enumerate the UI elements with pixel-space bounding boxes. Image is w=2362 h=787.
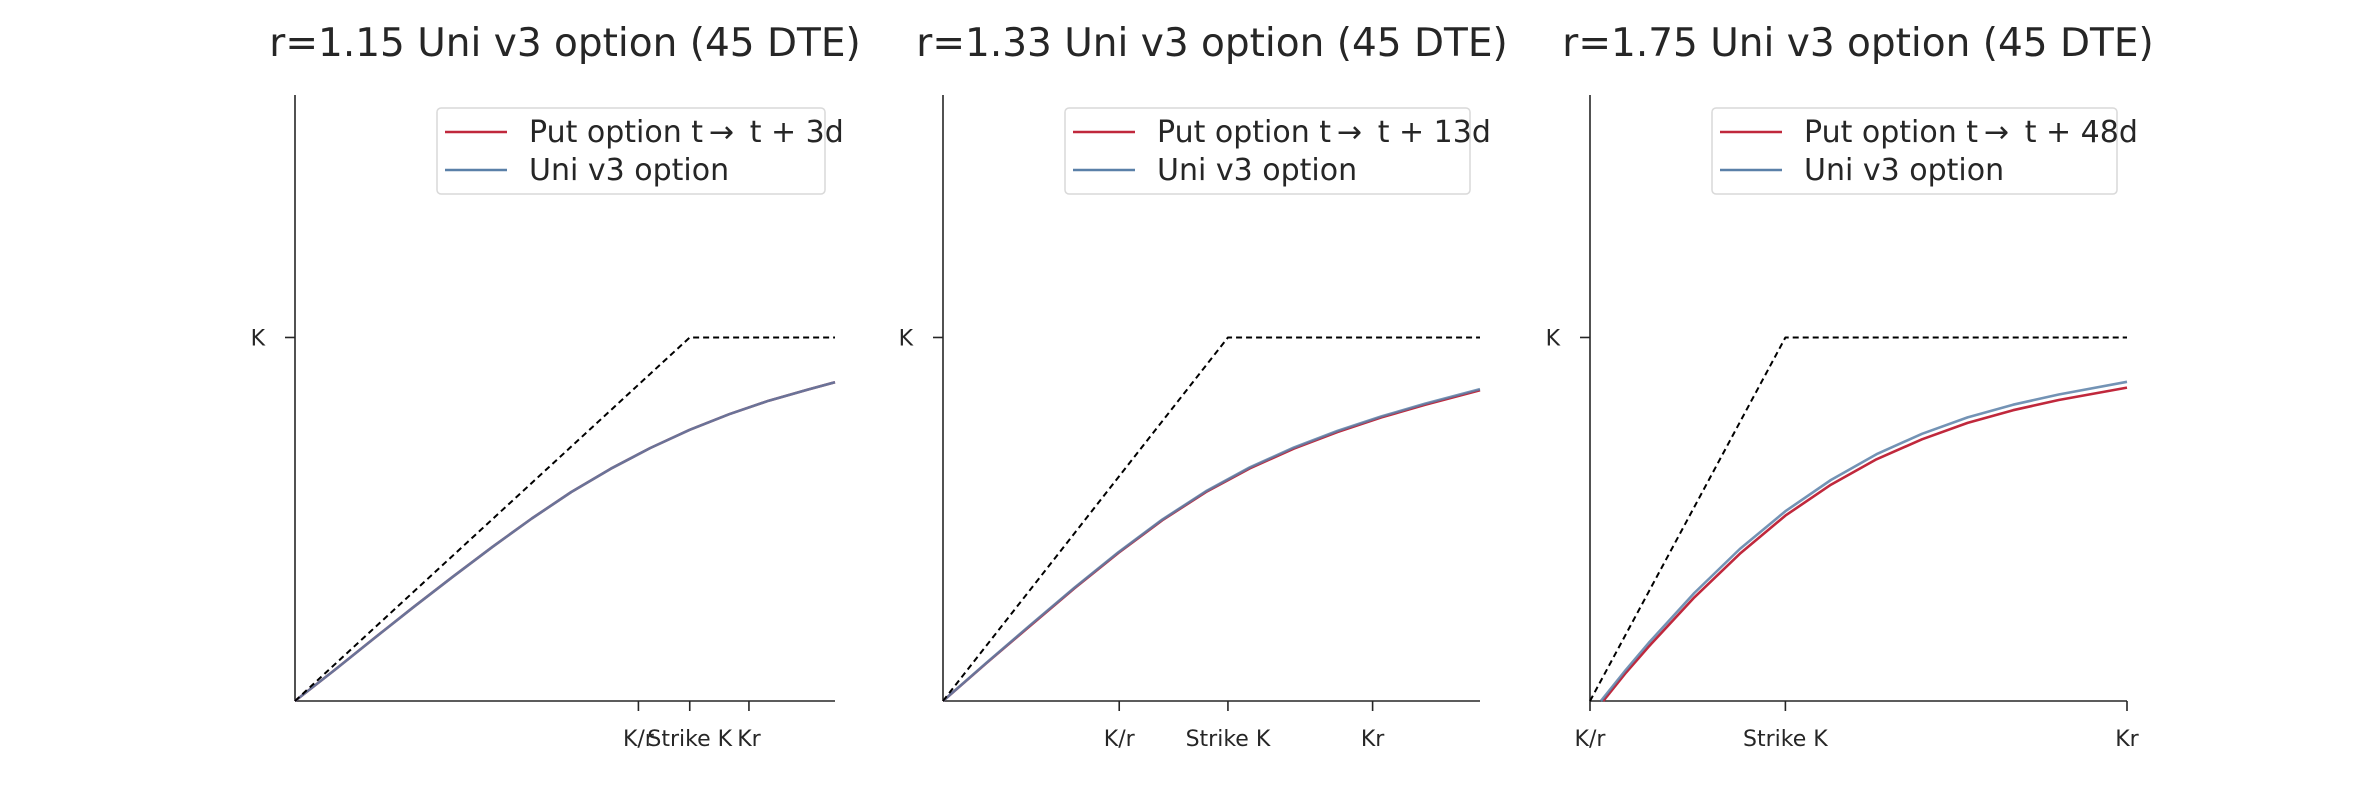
payoff-dashed-line	[294, 336, 835, 702]
legend-box	[1711, 107, 2118, 195]
x-tick-label: Strike K	[1743, 727, 1828, 752]
x-tick-label: Kr	[737, 727, 761, 752]
y-tick-label: K	[899, 326, 914, 351]
uni-v3-option-line	[942, 387, 1481, 702]
x-tick-label: Kr	[1361, 727, 1385, 752]
y-tick-label: K	[1546, 326, 1561, 351]
x-tick-label: K/r	[1575, 727, 1607, 752]
uni-v3-option-line	[1599, 380, 2128, 702]
payoff-dashed-line	[942, 336, 1480, 702]
chart-panel-2: r=1.33 Uni v3 option (45 DTE) K K/r Strike …	[899, 21, 1508, 752]
uni-v3-option-line	[294, 380, 836, 703]
chart-panel-3: r=1.75 Uni v3 option (45 DTE) K K/r Strike …	[1546, 21, 2154, 752]
payoff-dashed-line	[1589, 336, 2127, 702]
legend-box	[1064, 107, 1471, 195]
legend-label: Put option t → t + 13d	[1157, 115, 1491, 150]
chart-title: r=1.75 Uni v3 option (45 DTE)	[1562, 21, 2153, 66]
legend-label: Uni v3 option	[1804, 153, 2004, 188]
put-option-line	[942, 388, 1481, 702]
x-tick-label: Strike K	[1186, 727, 1271, 752]
legend-label: Uni v3 option	[1157, 153, 1357, 188]
y-tick-label: K	[251, 326, 266, 351]
legend-label: Put option t → t + 3d	[529, 115, 844, 150]
x-tick-label: Strike K	[647, 727, 732, 752]
x-tick-label: K/r	[623, 727, 655, 752]
chart-panel-1: r=1.15 Uni v3 option (45 DTE) K K/rStrike …	[251, 21, 861, 752]
x-tick-label: Kr	[2115, 727, 2139, 752]
legend-label: Put option t → t + 48d	[1804, 115, 2138, 150]
put-option-line	[294, 380, 836, 703]
x-tick-label: K/r	[1104, 727, 1136, 752]
legend-label: Uni v3 option	[529, 153, 729, 188]
chart-title: r=1.33 Uni v3 option (45 DTE)	[916, 21, 1507, 66]
chart-title: r=1.15 Uni v3 option (45 DTE)	[269, 21, 860, 66]
put-option-line	[1602, 386, 2128, 702]
legend-box	[436, 107, 826, 195]
